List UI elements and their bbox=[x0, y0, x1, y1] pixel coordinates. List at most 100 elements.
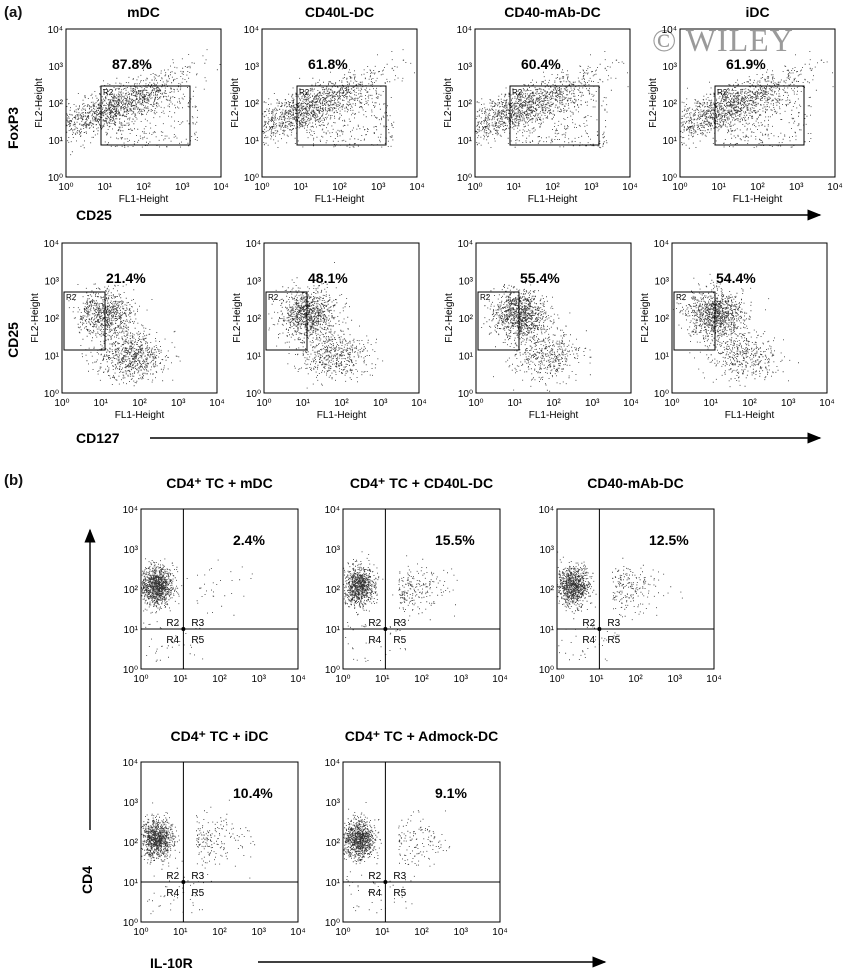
y-tick-label: 10¹ bbox=[663, 136, 678, 147]
y-tick-label: 10⁴ bbox=[325, 505, 340, 516]
percent-label: 15.5% bbox=[435, 532, 475, 548]
quadrant-label: R2 bbox=[368, 618, 381, 629]
x-tick-label: 10³ bbox=[585, 398, 600, 409]
quadrant-label: R2 bbox=[166, 871, 179, 882]
x-tick-label: 10² bbox=[750, 182, 765, 193]
x-tick-label: 10¹ bbox=[294, 182, 309, 193]
x-tick-label: 10⁴ bbox=[623, 398, 638, 409]
y-tick-label: 10³ bbox=[124, 798, 139, 809]
quadrant-label: R3 bbox=[393, 618, 406, 629]
watermark: © WILEY bbox=[652, 22, 794, 58]
y-tick-label: 10² bbox=[124, 838, 139, 849]
x-tick-label: 10³ bbox=[252, 674, 267, 685]
percent-label: 55.4% bbox=[520, 270, 560, 286]
inner-y-label: FL2-Height bbox=[232, 293, 243, 343]
y-tick-label: 10² bbox=[247, 314, 262, 325]
y-tick-label: 10⁴ bbox=[44, 239, 59, 250]
x-tick-label: 10³ bbox=[781, 398, 796, 409]
plot-title: CD40L-DC bbox=[305, 4, 374, 20]
event-dots bbox=[268, 262, 384, 389]
cd25-plot-frame bbox=[671, 242, 828, 394]
inner-y-label: FL2-Height bbox=[443, 78, 454, 128]
inner-x-label: FL1-Height bbox=[733, 194, 783, 205]
x-tick-label: 10¹ bbox=[296, 398, 311, 409]
event-dots bbox=[262, 49, 415, 149]
il10r-plot-frame bbox=[140, 508, 299, 670]
panel-b-x-axis-label: IL-10R bbox=[150, 955, 193, 971]
y-tick-label: 10⁰ bbox=[662, 173, 677, 184]
y-tick-label: 10⁰ bbox=[246, 389, 261, 400]
x-tick-label: 10² bbox=[334, 398, 349, 409]
quadrant-center bbox=[597, 627, 602, 631]
y-tick-label: 10¹ bbox=[247, 352, 262, 363]
y-tick-label: 10⁴ bbox=[325, 758, 340, 769]
gate-r2 bbox=[714, 85, 805, 146]
inner-x-label: FL1-Height bbox=[528, 194, 578, 205]
x-tick-label: 10¹ bbox=[704, 398, 719, 409]
gate-label: R2 bbox=[268, 293, 279, 302]
y-tick-label: 10³ bbox=[124, 545, 139, 556]
il10r-plot-frame bbox=[140, 761, 299, 923]
inner-x-label: FL1-Height bbox=[725, 410, 775, 421]
y-tick-label: 10³ bbox=[663, 62, 678, 73]
plot-title: CD40-mAb-DC bbox=[587, 475, 683, 491]
quadrant-label: R4 bbox=[166, 635, 179, 646]
y-tick-label: 10⁰ bbox=[48, 173, 63, 184]
x-tick-label: 10⁰ bbox=[254, 182, 269, 193]
y-tick-label: 10¹ bbox=[124, 878, 139, 889]
y-tick-label: 10⁰ bbox=[44, 389, 59, 400]
percent-label: 48.1% bbox=[308, 270, 348, 286]
gate-label: R2 bbox=[66, 293, 77, 302]
y-tick-label: 10⁰ bbox=[458, 389, 473, 400]
y-tick-label: 10⁴ bbox=[457, 25, 472, 36]
x-tick-label: 10⁰ bbox=[672, 182, 687, 193]
il10r-plot-frame bbox=[342, 508, 501, 670]
y-tick-label: 10¹ bbox=[655, 352, 670, 363]
gate-label: R2 bbox=[103, 88, 114, 97]
quadrant-label: R5 bbox=[191, 888, 204, 899]
y-tick-label: 10³ bbox=[459, 277, 474, 288]
x-tick-label: 10⁴ bbox=[622, 182, 637, 193]
x-tick-label: 10⁰ bbox=[133, 674, 148, 685]
cd25-plot-frame bbox=[61, 242, 218, 394]
percent-label: 60.4% bbox=[521, 56, 561, 72]
y-tick-label: 10² bbox=[458, 99, 473, 110]
x-tick-label: 10¹ bbox=[507, 182, 522, 193]
y-tick-label: 10³ bbox=[326, 798, 341, 809]
cd25-plot-frame bbox=[475, 242, 632, 394]
event-dots bbox=[673, 273, 799, 388]
x-tick-label: 10⁰ bbox=[664, 398, 679, 409]
quadrant-label: R3 bbox=[607, 618, 620, 629]
y-tick-label: 10¹ bbox=[45, 352, 60, 363]
inner-x-label: FL1-Height bbox=[315, 194, 365, 205]
y-tick-label: 10⁰ bbox=[325, 918, 340, 929]
y-tick-label: 10³ bbox=[245, 62, 260, 73]
x-tick-label: 10⁴ bbox=[213, 182, 228, 193]
row1-x-axis-label: CD25 bbox=[76, 207, 112, 223]
y-tick-label: 10¹ bbox=[458, 136, 473, 147]
x-tick-label: 10⁴ bbox=[409, 182, 424, 193]
y-tick-label: 10¹ bbox=[124, 625, 139, 636]
percent-label: 9.1% bbox=[435, 785, 467, 801]
x-tick-label: 10⁰ bbox=[335, 927, 350, 938]
x-tick-label: 10¹ bbox=[98, 182, 113, 193]
quadrant-label: R3 bbox=[393, 871, 406, 882]
gate-label: R2 bbox=[676, 293, 687, 302]
row2-x-axis-label: CD127 bbox=[76, 430, 120, 446]
plot-title: CD4⁺ TC + Admock-DC bbox=[345, 728, 499, 744]
y-tick-label: 10⁰ bbox=[654, 389, 669, 400]
y-tick-label: 10³ bbox=[247, 277, 262, 288]
row1-y-axis-label: FoxP3 bbox=[5, 107, 21, 149]
x-tick-label: 10⁴ bbox=[492, 927, 507, 938]
y-tick-label: 10⁴ bbox=[48, 25, 63, 36]
gate-label: R2 bbox=[717, 88, 728, 97]
